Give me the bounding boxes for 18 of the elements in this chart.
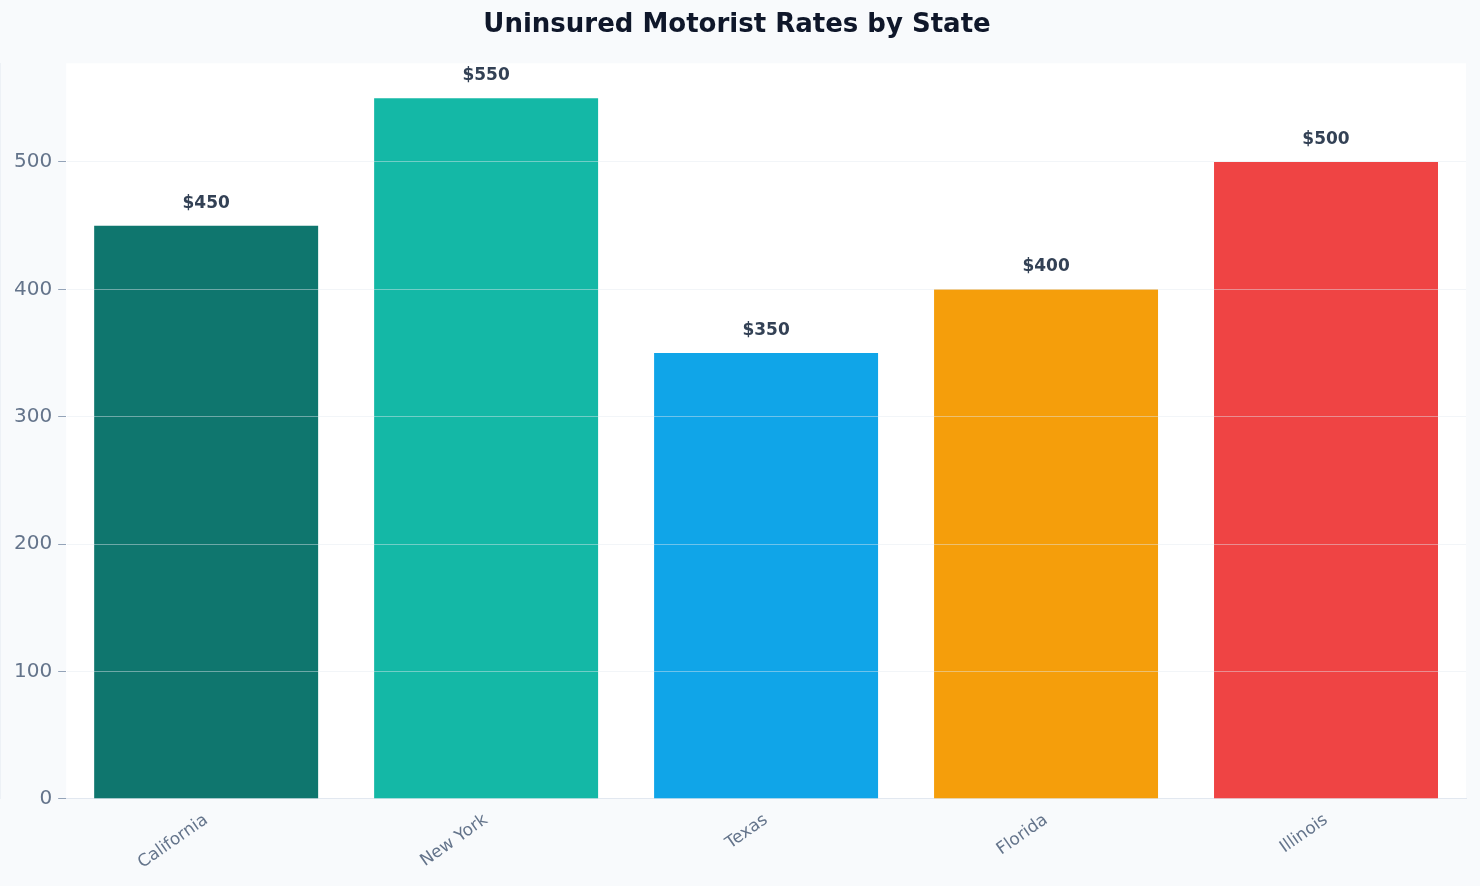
- data-label: $450: [182, 191, 230, 212]
- y-tick-label: 300: [13, 402, 53, 427]
- y-tick-label: 100: [13, 657, 53, 682]
- bar: [94, 225, 319, 799]
- data-label: $500: [1302, 127, 1350, 148]
- chart-title: Uninsured Motorist Rates by State: [483, 8, 991, 39]
- y-tick-label: 500: [13, 148, 53, 173]
- y-tick-label: 0: [39, 785, 53, 810]
- data-label: $350: [742, 318, 790, 339]
- bar: [374, 98, 599, 799]
- x-tick-label: New York: [415, 808, 492, 870]
- y-tick-label: 200: [13, 530, 53, 555]
- bar: [934, 289, 1159, 799]
- bar: [1214, 161, 1438, 799]
- y-tick-label: 400: [13, 275, 53, 300]
- data-label: $400: [1022, 255, 1070, 276]
- bar: [654, 353, 879, 799]
- data-label: $550: [462, 64, 510, 85]
